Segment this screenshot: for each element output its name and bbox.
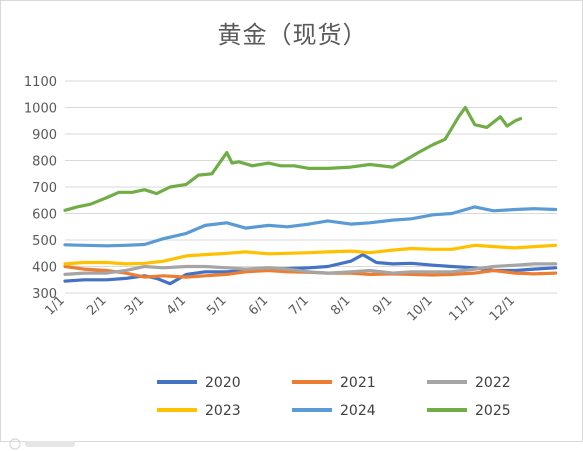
y-tick-label: 800 xyxy=(32,155,57,170)
y-tick-label: 300 xyxy=(32,287,57,302)
legend-label-2024: 2024 xyxy=(340,403,376,419)
x-tick-label: 10/1 xyxy=(405,293,436,324)
chart-title: 黄金（现货） xyxy=(217,21,368,49)
y-tick-label: 400 xyxy=(32,261,57,276)
y-tick-label: 1100 xyxy=(24,75,57,90)
x-tick-label: 11/1 xyxy=(446,293,477,324)
legend-label-2023: 2023 xyxy=(205,403,241,419)
series-line-2022 xyxy=(63,262,558,276)
legend-label-2020: 2020 xyxy=(205,375,241,391)
x-tick-label: 6/1 xyxy=(246,293,271,318)
y-tick-label: 1000 xyxy=(24,102,57,117)
y-tick-label: 700 xyxy=(32,181,57,196)
legend-label-2022: 2022 xyxy=(475,375,511,391)
x-tick-label: 9/1 xyxy=(370,293,395,318)
legend-label-2025: 2025 xyxy=(475,403,511,419)
series-line-2025 xyxy=(63,105,523,212)
y-tick-label: 500 xyxy=(32,234,57,249)
y-tick-label: 600 xyxy=(32,208,57,223)
x-tick-label: 8/1 xyxy=(328,293,353,318)
x-tick-label: 4/1 xyxy=(164,293,189,318)
legend-label-2021: 2021 xyxy=(340,375,376,391)
x-tick-label: 12/1 xyxy=(487,293,518,324)
x-tick-label: 5/1 xyxy=(204,293,229,318)
x-tick-label: 3/1 xyxy=(122,293,147,318)
x-tick-label: 7/1 xyxy=(286,293,311,318)
y-tick-label: 900 xyxy=(32,128,57,143)
x-tick-label: 2/1 xyxy=(84,293,109,318)
series-line-2023 xyxy=(63,243,558,266)
series-line-2024 xyxy=(63,205,558,248)
watermark-logo-image xyxy=(9,438,75,450)
